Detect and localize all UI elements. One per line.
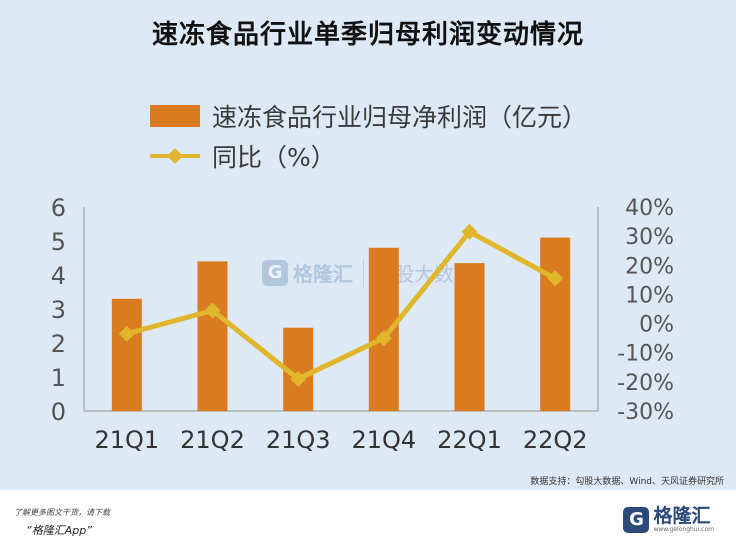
footer-note: 了解更多图文干货，请下载 — [14, 508, 110, 517]
bar-21Q2 — [197, 261, 228, 411]
legend-line-swatch — [150, 148, 200, 164]
y-right-tick-label: -20% — [617, 371, 674, 396]
source-note: 数据支持：勾股大数据、Wind、天风证券研究所 — [530, 477, 724, 487]
y-left-tick-label: 2 — [51, 330, 66, 358]
y-left-tick-label: 5 — [51, 228, 66, 256]
bar-22Q1 — [454, 263, 485, 411]
footer-logo-url: www.gelonghui.com — [653, 526, 714, 533]
yoy-point-21Q4 — [375, 330, 392, 347]
x-tick-label: 21Q1 — [94, 426, 159, 454]
legend-bar-label: 速冻食品行业归母净利润（亿元） — [212, 103, 588, 132]
yoy-line — [126, 229, 557, 382]
chart-title: 速冻食品行业单季归母利润变动情况 — [151, 20, 584, 50]
footer-logo: G 格隆汇 www.gelonghui.com — [623, 506, 714, 533]
yoy-point-21Q1 — [118, 325, 135, 342]
legend-line-label: 同比（%） — [212, 143, 336, 172]
yoy-point-22Q2 — [547, 270, 564, 287]
bar-21Q1 — [111, 298, 142, 411]
y-right-tick-label: -10% — [617, 342, 674, 367]
x-tick-label: 21Q3 — [266, 426, 331, 454]
watermark-logo-icon: G — [262, 259, 288, 286]
y-right-tick-label: 10% — [625, 283, 674, 308]
x-tick-label: 21Q2 — [180, 426, 245, 454]
legend-bar-swatch — [150, 105, 200, 127]
y-left-tick-label: 3 — [51, 296, 66, 324]
yoy-point-21Q3 — [290, 370, 307, 387]
y-left-tick-label: 0 — [51, 398, 66, 426]
y-right-tick-label: 20% — [625, 254, 674, 279]
footer-logo-text: 格隆汇 — [653, 505, 711, 527]
bar-21Q4 — [368, 247, 399, 411]
yoy-point-22Q1 — [461, 223, 478, 240]
x-tick-label: 21Q4 — [351, 426, 416, 454]
y-left-tick-label: 6 — [51, 194, 66, 222]
footer-app-name: “格隆汇App” — [26, 524, 92, 537]
chart-svg: 0 1 2 3 4 5 6 -30% -20% -10% 0% 10% 20% 30% 40% 21Q1 21Q… — [51, 194, 674, 454]
footer-logo-icon: G — [623, 506, 650, 533]
y-right-tick-label: -30% — [617, 400, 674, 425]
x-tick-label: 22Q2 — [523, 426, 588, 454]
x-tick-label: 22Q1 — [437, 426, 502, 454]
legend: 速冻食品行业归母净利润（亿元） 同比（%） — [150, 96, 587, 176]
y-left-tick-label: 1 — [51, 364, 66, 392]
yoy-point-21Q2 — [204, 302, 221, 319]
bar-22Q2 — [540, 237, 571, 411]
y-right-tick-label: 30% — [625, 225, 674, 250]
watermark-divider — [363, 258, 364, 287]
legend-item-line: 同比（%） — [150, 136, 587, 176]
legend-item-bar: 速冻食品行业归母净利润（亿元） — [150, 96, 587, 136]
y-right-tick-label: 0% — [639, 313, 674, 338]
y-right-tick-label: 40% — [625, 196, 674, 221]
watermark-brand: 格隆汇 — [293, 262, 353, 286]
y-left-tick-label: 4 — [51, 262, 66, 290]
